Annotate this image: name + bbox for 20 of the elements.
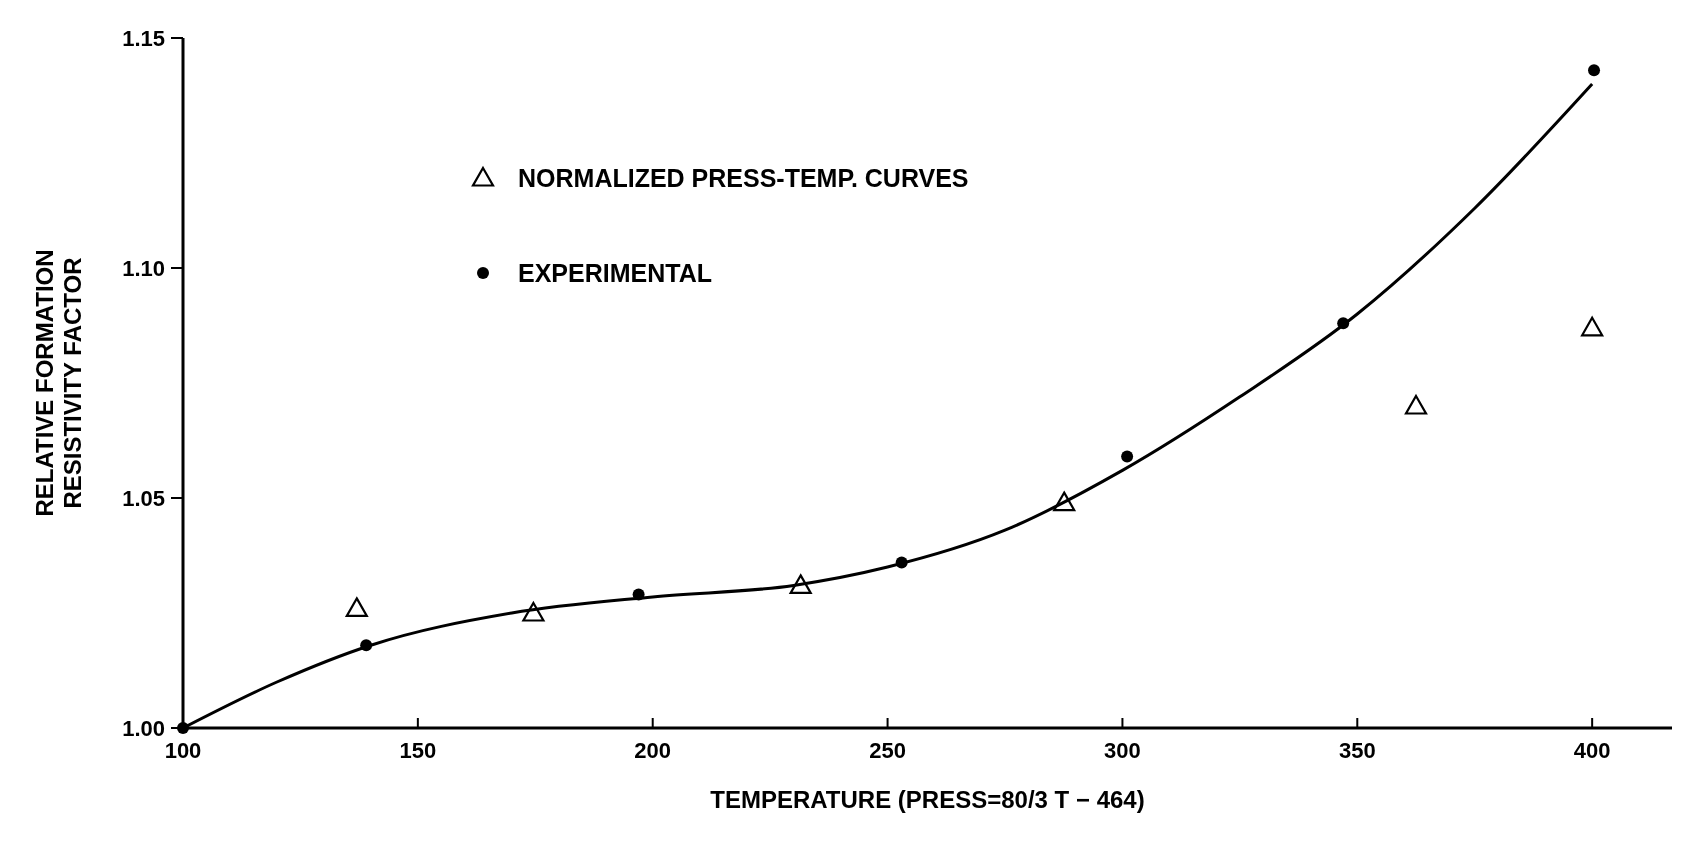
x-tick-label: 300	[1104, 738, 1141, 763]
point	[1121, 450, 1134, 463]
y-axis-title: RELATIVE FORMATION RESISTIVITY FACTOR	[31, 249, 86, 517]
y-tick-label: 1.10	[122, 256, 165, 281]
point	[1404, 394, 1428, 415]
x-tick-label: 150	[399, 738, 437, 763]
x-axis-title: TEMPERATURE (PRESS=80/3 T − 464)	[710, 786, 1145, 813]
point	[345, 597, 368, 617]
legend-label: NORMALIZED PRESS-TEMP. CURVES	[518, 164, 969, 192]
y-tick-label: 1.00	[122, 716, 165, 741]
x-tick-label: 250	[869, 738, 906, 763]
y-tick-label: 1.05	[122, 486, 165, 511]
x-tick-label: 350	[1338, 738, 1376, 763]
x-tick-label: 400	[1573, 738, 1611, 763]
point	[1588, 64, 1601, 77]
legend-label: EXPERIMENTAL	[518, 259, 712, 287]
point	[1581, 316, 1604, 337]
x-tick-label: 200	[634, 738, 672, 763]
y-tick-label: 1.15	[122, 26, 165, 51]
x-tick-label: 100	[164, 738, 202, 763]
